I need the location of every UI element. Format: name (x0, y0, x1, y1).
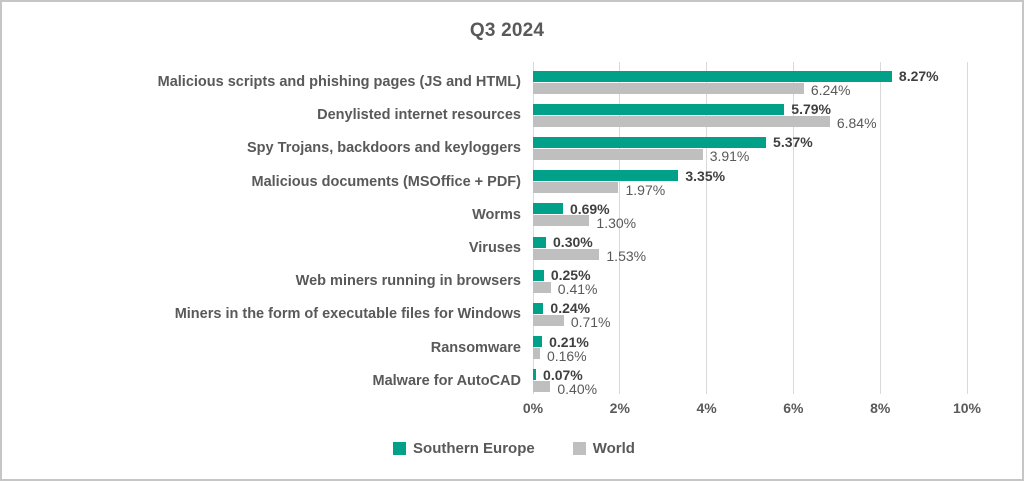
bar-world (533, 148, 703, 160)
gridline (792, 62, 794, 394)
bar-southern-europe (533, 369, 537, 381)
value-label-southern-europe: 0.21% (549, 333, 589, 350)
bar-world (533, 215, 590, 227)
value-label-world: 1.30% (596, 214, 637, 231)
value-label-southern-europe: 0.25% (550, 267, 591, 284)
bar-world (533, 348, 540, 360)
value-label-southern-europe: 0.69% (569, 200, 610, 217)
bar-southern-europe (533, 136, 767, 148)
bar-southern-europe (533, 170, 679, 182)
bar-world (533, 115, 830, 127)
value-label-southern-europe: 0.24% (550, 300, 591, 317)
legend-swatch-world (572, 442, 586, 455)
legend-label-southern-europe: Southern Europe (413, 440, 535, 457)
value-label-southern-europe: 5.37% (773, 134, 813, 151)
legend-label-world: World (592, 440, 635, 457)
x-tick-label: 2% (609, 400, 630, 416)
x-tick-label: 10% (952, 400, 982, 416)
category-label: Worms (472, 206, 521, 223)
category-label: Malicious scripts and phishing pages (JS… (157, 74, 521, 90)
bar-southern-europe (533, 103, 785, 115)
bar-world (533, 248, 600, 260)
value-label-world: 0.40% (557, 380, 598, 397)
legend-item-world: World (572, 440, 635, 457)
bar-world (533, 182, 619, 194)
value-label-world: 1.53% (606, 248, 647, 264)
category-label: Malware for AutoCAD (372, 372, 522, 389)
gridline (619, 62, 621, 394)
value-label-southern-europe: 0.07% (543, 366, 583, 383)
bar-southern-europe (533, 236, 547, 248)
category-label: Malicious documents (MSOffice + PDF) (251, 173, 522, 190)
category-label: Web miners running in browsers (295, 273, 521, 290)
legend: Southern Europe World (2, 440, 1022, 457)
chart-title: Q3 2024 (469, 20, 545, 41)
x-tick-label: 0% (522, 400, 544, 416)
gridline (532, 62, 534, 394)
value-label-southern-europe: 5.79% (791, 101, 831, 118)
x-tick-label: 4% (696, 400, 717, 416)
gridline (706, 62, 708, 394)
value-label-southern-europe: 8.27% (898, 68, 939, 84)
bar-southern-europe (533, 269, 544, 281)
value-label-world: 0.41% (557, 281, 598, 298)
value-label-southern-europe: 3.35% (685, 167, 726, 184)
value-label-world: 6.84% (836, 115, 877, 132)
value-label-world: 0.16% (546, 347, 587, 364)
bar-world (533, 314, 564, 326)
legend-item-southern-europe: Southern Europe (393, 440, 535, 457)
bar-southern-europe (533, 302, 544, 314)
gridline (879, 62, 881, 394)
category-label: Miners in the form of executable files f… (174, 306, 521, 323)
value-label-world: 1.97% (625, 181, 666, 198)
bar-world (533, 82, 804, 94)
bar-southern-europe (533, 336, 543, 348)
value-label-world: 0.71% (570, 314, 611, 331)
bar-world (533, 381, 551, 393)
bar-world (533, 281, 551, 293)
category-label: Denylisted internet resources (317, 107, 521, 124)
x-tick-label: 8% (870, 400, 891, 416)
bar-southern-europe (533, 203, 563, 215)
category-label: Ransomware (430, 339, 521, 356)
category-label: Viruses (468, 240, 521, 256)
bar-southern-europe (533, 70, 892, 82)
value-label-southern-europe: 0.30% (553, 234, 593, 250)
value-label-world: 6.24% (810, 82, 851, 98)
gridline (966, 62, 968, 394)
value-label-world: 3.91% (709, 148, 750, 165)
category-label: Spy Trojans, backdoors and keyloggers (247, 140, 521, 157)
legend-swatch-southern-europe (393, 442, 407, 455)
x-tick-label: 6% (783, 400, 804, 416)
